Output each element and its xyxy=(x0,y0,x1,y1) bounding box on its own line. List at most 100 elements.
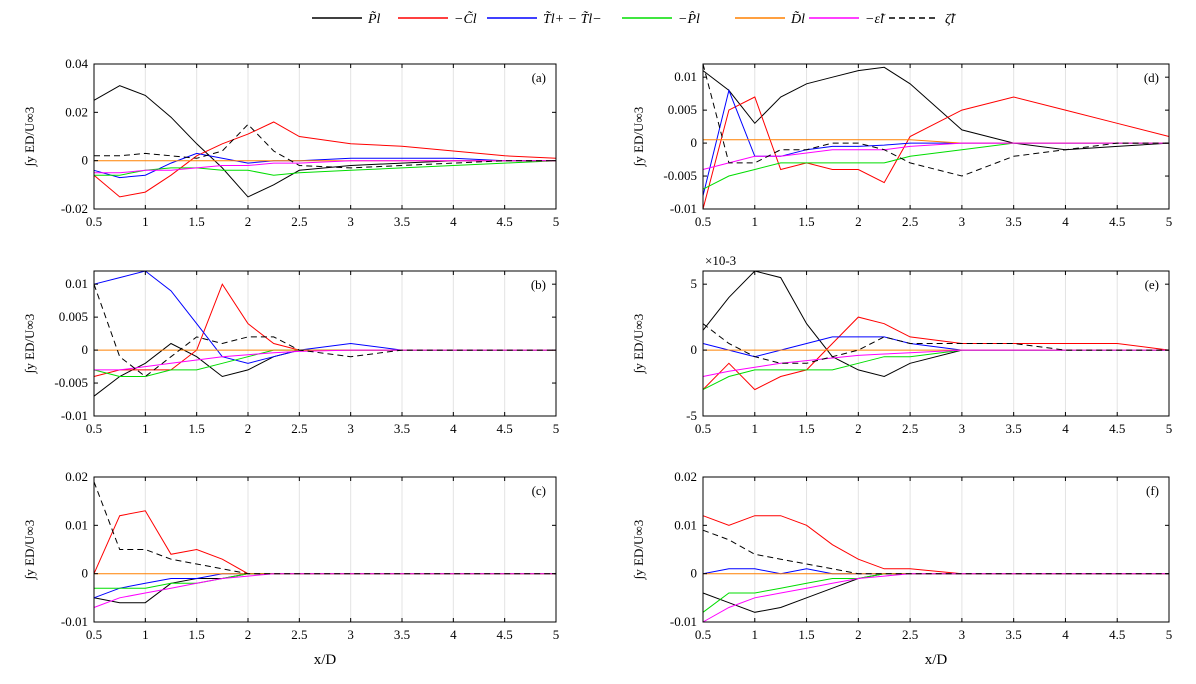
x-tick-label: 3 xyxy=(959,421,966,436)
x-tick-label: 4.5 xyxy=(497,421,513,436)
x-tick-label: 4 xyxy=(1062,421,1069,436)
x-tick-label: 3.5 xyxy=(1006,627,1022,642)
legend-label: ζ̃l xyxy=(945,12,957,27)
x-tick-label: 2.5 xyxy=(291,214,307,229)
series-line xyxy=(702,529,1169,575)
x-tick-label: 3 xyxy=(959,214,966,229)
series-line xyxy=(702,63,1169,177)
x-tick-label: 0.5 xyxy=(695,214,711,229)
x-tick-label: 0.5 xyxy=(86,214,102,229)
x-tick-label: 1 xyxy=(752,421,759,436)
series-line xyxy=(702,142,1169,190)
series-line xyxy=(94,349,556,371)
series-line xyxy=(94,123,556,169)
x-tick-label: 2 xyxy=(245,627,252,642)
y-tick-label: 0 xyxy=(82,566,89,581)
x-tick-label: 0.5 xyxy=(86,627,102,642)
panel-tag: (a) xyxy=(532,70,546,85)
x-tick-label: 2 xyxy=(245,421,252,436)
x-tick-label: 2.5 xyxy=(291,627,307,642)
legend-label: D̃l xyxy=(790,11,805,27)
y-tick-label: -0.02 xyxy=(61,201,88,216)
x-tick-label: 5 xyxy=(1166,421,1173,436)
y-tick-label: 0.01 xyxy=(674,69,697,84)
legend-label: P̃l xyxy=(367,11,381,27)
series-line xyxy=(702,349,1169,377)
x-tick-label: 5 xyxy=(553,627,560,642)
y-tick-label: 0 xyxy=(691,342,698,357)
series-line xyxy=(93,284,556,378)
series-line xyxy=(93,481,556,575)
x-tick-label: 3.5 xyxy=(394,627,410,642)
x-tick-label: 1 xyxy=(142,421,149,436)
x-tick-label: 2 xyxy=(245,214,252,229)
x-tick-label: 3 xyxy=(347,421,354,436)
axes-box xyxy=(702,270,1170,417)
y-tick-label: 0 xyxy=(82,153,89,168)
axes-box xyxy=(702,63,1170,210)
series-line xyxy=(94,573,556,589)
x-tick-label: 4.5 xyxy=(1109,421,1125,436)
y-tick-label: 0.04 xyxy=(65,56,88,71)
x-tick-label: 2 xyxy=(855,421,862,436)
series-line xyxy=(702,349,1169,391)
y-axis-label: ∫y ED/U∞3 xyxy=(22,107,38,167)
series-line xyxy=(93,573,556,604)
series-line xyxy=(93,573,556,599)
x-tick-label: 1.5 xyxy=(798,421,814,436)
series-line xyxy=(93,152,556,179)
x-tick-label: 1 xyxy=(142,214,149,229)
x-tick-label: 3.5 xyxy=(394,421,410,436)
x-tick-label: 1 xyxy=(752,214,759,229)
x-tick-label: 4.5 xyxy=(497,214,513,229)
y-tick-label: -0.005 xyxy=(663,168,697,183)
x-tick-label: 2.5 xyxy=(902,421,918,436)
x-tick-label: 2.5 xyxy=(291,421,307,436)
series-line xyxy=(702,573,1169,613)
x-tick-label: 5 xyxy=(553,421,560,436)
y-tick-label: 0.01 xyxy=(65,517,88,532)
y-tick-label: -0.01 xyxy=(61,408,88,423)
x-tick-label: 1 xyxy=(752,627,759,642)
y-tick-label: 0 xyxy=(691,135,698,150)
x-tick-label: 1.5 xyxy=(189,421,205,436)
series-line xyxy=(702,323,1169,364)
x-tick-label: 1.5 xyxy=(189,627,205,642)
y-tick-label: -0.01 xyxy=(670,614,697,629)
x-tick-label: 5 xyxy=(553,214,560,229)
axes-box xyxy=(93,63,557,210)
series-line xyxy=(94,160,556,174)
x-tick-label: 3.5 xyxy=(1006,421,1022,436)
legend-label: −C̃l xyxy=(454,11,477,27)
x-tick-label: 0.5 xyxy=(86,421,102,436)
x-tick-label: 4.5 xyxy=(497,627,513,642)
axes-box xyxy=(93,270,557,417)
panel-d: 0.5 1 1.5 2 2.5 3 3.5 4 4.5 5 -0.01 -0.005 0 0.005 0.0… xyxy=(631,63,1172,229)
y-tick-label: -0.01 xyxy=(670,201,697,216)
x-tick-label: 4 xyxy=(450,214,457,229)
x-tick-label: 3.5 xyxy=(1006,214,1022,229)
axes-box xyxy=(93,476,557,623)
y-tick-label: 0.02 xyxy=(65,104,88,119)
x-tick-label: 0.5 xyxy=(695,627,711,642)
x-tick-label: 1.5 xyxy=(189,214,205,229)
panel-c: 0.5 1 1.5 2 2.5 3 3.5 4 4.5 5 -0.01 0 0.01 0.02 (c) ∫y … xyxy=(22,469,559,668)
series-line xyxy=(702,96,1170,210)
x-tick-label: 3.5 xyxy=(394,214,410,229)
series-line xyxy=(702,316,1170,391)
x-tick-label: 2.5 xyxy=(902,627,918,642)
series-line xyxy=(702,66,1170,151)
x-tick-label: 5 xyxy=(1166,627,1173,642)
series-line xyxy=(93,349,556,377)
y-tick-label: 0.005 xyxy=(59,309,88,324)
x-tick-label: 2 xyxy=(855,214,862,229)
legend-label: −ε̃l xyxy=(865,12,886,27)
panel-f: 0.5 1 1.5 2 2.5 3 3.5 4 4.5 5 -0.01 0 0.01 0.02 (f) ∫y … xyxy=(631,469,1172,668)
y-tick-label: 0.01 xyxy=(65,276,88,291)
x-tick-label: 4 xyxy=(1062,627,1069,642)
panel-tag: (e) xyxy=(1145,277,1159,292)
axes-box xyxy=(702,476,1170,623)
series-line xyxy=(93,121,557,198)
y-tick-label: 0 xyxy=(82,342,89,357)
